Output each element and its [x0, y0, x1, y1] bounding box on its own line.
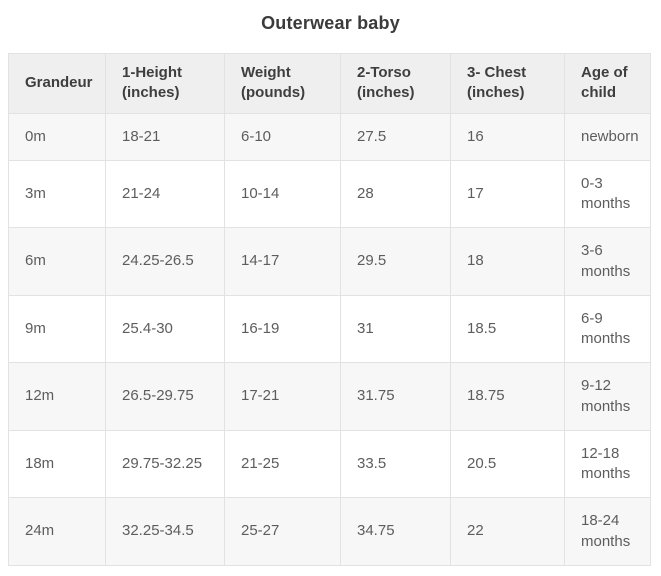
table-cell: 6-10: [224, 112, 341, 161]
size-label-cell: 3m: [8, 159, 106, 229]
column-header: Age of child: [564, 53, 651, 114]
size-label-cell: 6m: [8, 227, 106, 296]
table-cell: 18-24 months: [564, 497, 651, 566]
table-cell: 26.5-29.75: [105, 362, 225, 431]
table-cell: 14-17: [224, 227, 341, 296]
table-cell: 31.75: [340, 362, 451, 431]
table-cell: 32.25-34.5: [105, 497, 225, 566]
table-cell: 3-6 months: [564, 227, 651, 296]
table-row: 18m 29.75-32.25 21-25 33.5 20.5 12-18 months: [8, 429, 651, 499]
table-cell: 31: [340, 294, 451, 364]
baby-size-table: Grandeur 1-Height (inches) Weight (pounds)…: [8, 53, 651, 566]
table-cell: 16-19: [224, 294, 341, 364]
table-cell: 16: [450, 112, 565, 161]
table-cell: 27.5: [340, 112, 451, 161]
table-body: 0m 18-21 6-10 27.5 16 newborn 3m 21-24 10-14 28 17…: [8, 112, 651, 566]
table-cell: 34.75: [340, 497, 451, 566]
table-row: 6m 24.25-26.5 14-17 29.5 18 3-6 months: [8, 227, 651, 296]
table-cell: 28: [340, 159, 451, 229]
table-cell: 10-14: [224, 159, 341, 229]
column-header: 3- Chest (inches): [450, 53, 565, 114]
column-header: Grandeur: [8, 53, 106, 114]
table-cell: 17-21: [224, 362, 341, 431]
table-row: 9m 25.4-30 16-19 31 18.5 6-9 months: [8, 294, 651, 364]
table-cell: 20.5: [450, 429, 565, 499]
column-header: 2-Torso (inches): [340, 53, 451, 114]
table-cell: 29.5: [340, 227, 451, 296]
size-label-cell: 9m: [8, 294, 106, 364]
size-label-cell: 18m: [8, 429, 106, 499]
table-cell: 25-27: [224, 497, 341, 566]
table-cell: 18.5: [450, 294, 565, 364]
page-title: Outerwear baby: [261, 13, 400, 33]
table-cell: 17: [450, 159, 565, 229]
table-cell: 29.75-32.25: [105, 429, 225, 499]
table-cell: 18-21: [105, 112, 225, 161]
table-cell: 33.5: [340, 429, 451, 499]
size-label-cell: 12m: [8, 362, 106, 431]
table-cell: 6-9 months: [564, 294, 651, 364]
table-cell: newborn: [564, 112, 651, 161]
size-label-cell: 0m: [8, 112, 106, 161]
table-cell: 9-12 months: [564, 362, 651, 431]
column-header: Weight (pounds): [224, 53, 341, 114]
table-cell: 0-3 months: [564, 159, 651, 229]
table-cell: 25.4-30: [105, 294, 225, 364]
table-cell: 21-24: [105, 159, 225, 229]
table-cell: 22: [450, 497, 565, 566]
column-header: 1-Height (inches): [105, 53, 225, 114]
table-cell: 18: [450, 227, 565, 296]
table-row: 3m 21-24 10-14 28 17 0-3 months: [8, 159, 651, 229]
table-cell: 18.75: [450, 362, 565, 431]
table-header-row: Grandeur 1-Height (inches) Weight (pounds)…: [8, 53, 651, 114]
table-row: 24m 32.25-34.5 25-27 34.75 22 18-24 months: [8, 497, 651, 566]
size-label-cell: 24m: [8, 497, 106, 566]
table-row: 0m 18-21 6-10 27.5 16 newborn: [8, 112, 651, 161]
table-row: 12m 26.5-29.75 17-21 31.75 18.75 9-12 months: [8, 362, 651, 431]
table-cell: 24.25-26.5: [105, 227, 225, 296]
table-cell: 12-18 months: [564, 429, 651, 499]
table-cell: 21-25: [224, 429, 341, 499]
